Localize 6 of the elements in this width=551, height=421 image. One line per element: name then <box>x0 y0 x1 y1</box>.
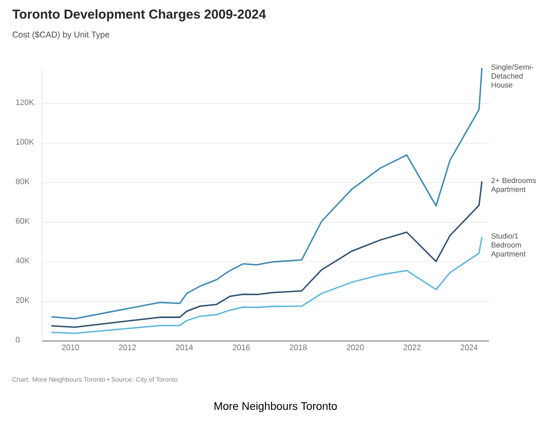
chart-title: Toronto Development Charges 2009-2024 <box>12 9 266 22</box>
chart-subtitle: Cost ($CAD) by Unit Type <box>12 31 110 40</box>
line-series <box>50 236 483 334</box>
line-series <box>50 67 483 320</box>
line-series <box>50 180 483 328</box>
text: More Neighbours Toronto <box>214 402 337 412</box>
